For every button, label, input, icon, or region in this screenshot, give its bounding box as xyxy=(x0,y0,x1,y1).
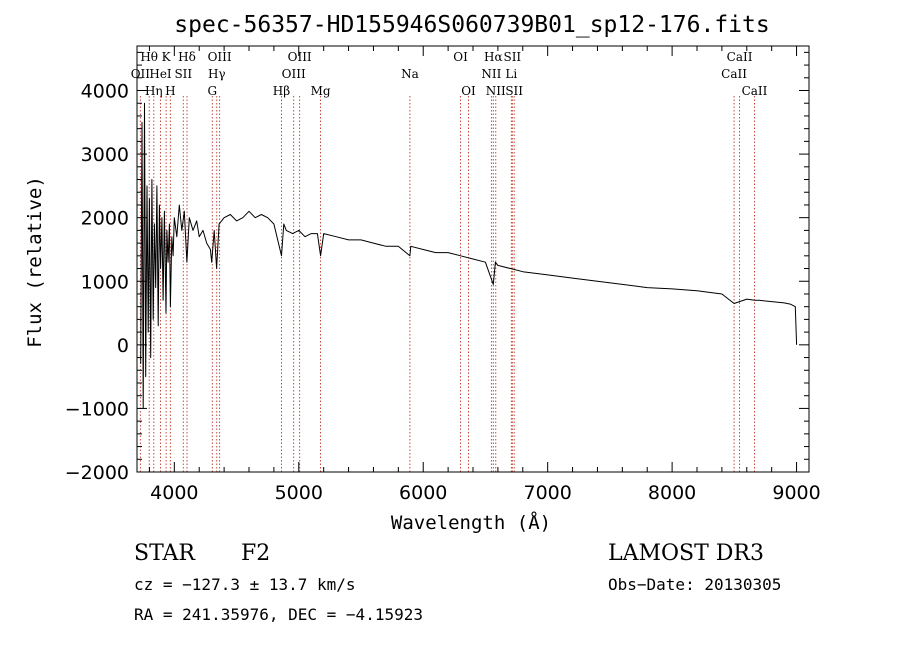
line-label-17: OI xyxy=(461,84,476,98)
coordinates-readout: RA = 241.35976, DEC = −4.15923 xyxy=(134,605,423,624)
info-panel: STAR F2 cz = −127.3 ± 13.7 km/s RA = 241… xyxy=(134,541,781,624)
line-label-20: NII xyxy=(486,84,506,98)
x-tick-label-1: 5000 xyxy=(275,482,323,504)
y-tick-label-4: 2000 xyxy=(81,208,129,230)
x-axis-label: Wavelength (Å) xyxy=(391,511,551,534)
x-tick-label-0: 4000 xyxy=(150,482,198,504)
redshift-readout: cz = −127.3 ± 13.7 km/s xyxy=(134,575,356,594)
line-label-24: CaII xyxy=(721,67,747,81)
x-tick-label-5: 9000 xyxy=(772,482,820,504)
line-label-5: SII xyxy=(174,67,192,81)
y-axis-label: Flux (relative) xyxy=(24,176,46,348)
line-label-2: Hη xyxy=(145,84,163,98)
line-label-0: OII xyxy=(131,67,151,81)
line-label-26: CaII xyxy=(742,84,768,98)
y-tick-label-5: 3000 xyxy=(81,144,129,166)
line-label-22: Li xyxy=(505,67,517,81)
line-label-13: OIII xyxy=(288,50,312,64)
y-tick-label-1: −1000 xyxy=(65,398,129,420)
line-label-21: SII xyxy=(503,50,521,64)
line-label-18: NII xyxy=(481,67,501,81)
y-tick-label-6: 4000 xyxy=(81,81,129,103)
line-label-9: OIII xyxy=(208,50,232,64)
observation-date: Obs−Date: 20130305 xyxy=(608,575,781,594)
line-label-16: OI xyxy=(453,50,468,64)
axes: 4000 5000 6000 7000 8000 9000 −2000 −1000 0 1000 2… xyxy=(65,46,821,504)
line-label-23: SII xyxy=(505,84,523,98)
x-tick-label-4: 8000 xyxy=(648,482,696,504)
line-label-8: G xyxy=(207,84,217,98)
line-label-3: HeI xyxy=(149,67,172,81)
line-label-7: Hδ xyxy=(178,50,196,64)
chart-title: spec-56357-HD155946S060739B01_sp12-176.f… xyxy=(174,12,769,38)
line-label-12: OIII xyxy=(282,67,306,81)
x-tick-label-2: 6000 xyxy=(399,482,447,504)
series-layer xyxy=(140,102,798,409)
survey-name: LAMOST DR3 xyxy=(608,541,764,566)
y-tick-label-3: 1000 xyxy=(81,271,129,293)
line-label-15: Na xyxy=(401,67,419,81)
series-line-flux xyxy=(140,102,798,409)
line-label-1: Hθ xyxy=(140,50,158,64)
line-label-25: CaII xyxy=(727,50,753,64)
y-tick-label-0: −2000 xyxy=(65,462,129,484)
x-tick-label-3: 7000 xyxy=(523,482,571,504)
line-label-11: Hβ xyxy=(273,84,290,98)
object-class: STAR xyxy=(134,541,196,566)
object-subclass: F2 xyxy=(241,541,270,566)
spectral-lines: OIIHθHηHeIKSIIHHδGOIIIHγHβOIIIOIIIMgNaOI… xyxy=(131,50,768,472)
line-label-6: H xyxy=(165,84,175,98)
line-label-4: K xyxy=(162,50,172,64)
line-label-10: Hγ xyxy=(208,67,226,81)
line-label-14: Mg xyxy=(311,84,331,98)
y-tick-label-2: 0 xyxy=(117,335,129,357)
line-label-19: Hα xyxy=(484,50,503,64)
